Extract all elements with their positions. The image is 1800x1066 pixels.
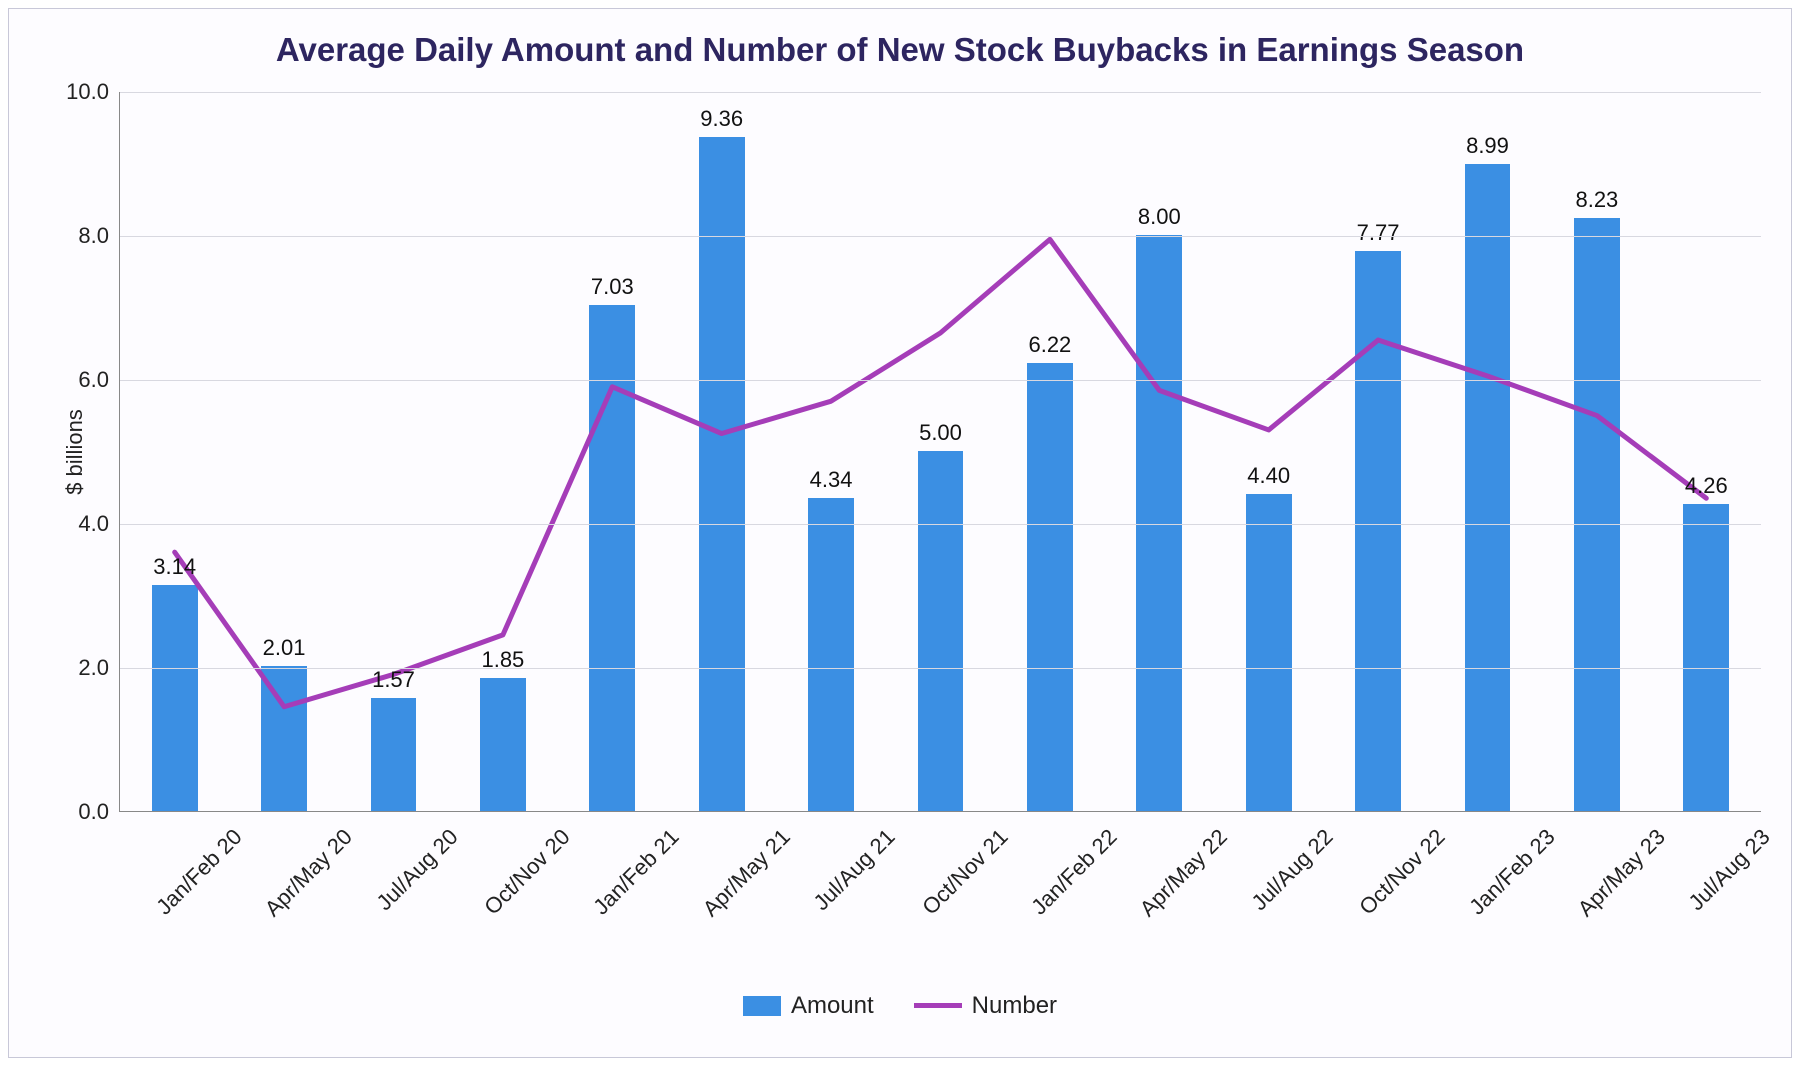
bar-value-label: 8.23 [1575, 187, 1618, 213]
y-tick-label: 2.0 [78, 655, 109, 681]
gridline [120, 236, 1761, 237]
x-tick-label: Jan/Feb 21 [588, 824, 684, 920]
gridline [120, 380, 1761, 381]
y-tick-label: 8.0 [78, 223, 109, 249]
bar-value-label: 7.03 [591, 274, 634, 300]
legend: Amount Number [39, 992, 1761, 1020]
x-tick-label: Apr/May 21 [697, 824, 795, 922]
x-tick-label: Jul/Aug 23 [1684, 824, 1776, 916]
x-tick-label: Jul/Aug 21 [809, 824, 901, 916]
bar-value-label: 4.40 [1247, 463, 1290, 489]
plot-area: 3.142.011.571.857.039.364.345.006.228.00… [119, 92, 1761, 812]
bar-value-label: 6.22 [1028, 332, 1071, 358]
gridline [120, 524, 1761, 525]
x-tick-label: Jan/Feb 20 [151, 824, 247, 920]
chart-container: Average Daily Amount and Number of New S… [8, 8, 1792, 1058]
x-tick-label: Oct/Nov 21 [917, 824, 1013, 920]
bar-value-label: 8.99 [1466, 133, 1509, 159]
bar-value-label: 4.26 [1685, 473, 1728, 499]
y-tick-label: 0.0 [78, 799, 109, 825]
x-tick-label: Apr/May 20 [260, 824, 358, 922]
gridline [120, 92, 1761, 93]
legend-label: Number [972, 992, 1057, 1020]
y-tick-label: 4.0 [78, 511, 109, 537]
legend-item-number: Number [914, 992, 1057, 1020]
bar-value-label: 2.01 [263, 635, 306, 661]
bar-value-label: 5.00 [919, 420, 962, 446]
x-tick-label: Jul/Aug 20 [371, 824, 463, 916]
legend-swatch-bar-icon [743, 996, 781, 1016]
plot-wrapper: $ billions 0.02.04.06.08.010.0 3.142.011… [39, 92, 1761, 812]
x-tick-label: Jan/Feb 23 [1464, 824, 1560, 920]
bar-value-label: 3.14 [153, 554, 196, 580]
x-tick-label: Jul/Aug 22 [1246, 824, 1338, 916]
bar-value-label: 4.34 [810, 467, 853, 493]
bar-value-label: 1.57 [372, 667, 415, 693]
x-tick-label: Oct/Nov 22 [1354, 824, 1450, 920]
bar-value-label: 9.36 [700, 106, 743, 132]
x-tick-label: Oct/Nov 20 [479, 824, 575, 920]
legend-item-amount: Amount [743, 992, 874, 1020]
gridline [120, 668, 1761, 669]
bar-value-label: 8.00 [1138, 204, 1181, 230]
y-tick-label: 6.0 [78, 367, 109, 393]
y-axis: 0.02.04.06.08.010.0 [39, 92, 119, 812]
chart-title: Average Daily Amount and Number of New S… [39, 29, 1761, 72]
x-tick-label: Jan/Feb 22 [1026, 824, 1122, 920]
bar-labels-layer: 3.142.011.571.857.039.364.345.006.228.00… [120, 92, 1761, 811]
bar-value-label: 7.77 [1357, 220, 1400, 246]
x-tick-label: Apr/May 23 [1573, 824, 1671, 922]
x-tick-label: Apr/May 22 [1135, 824, 1233, 922]
legend-label: Amount [791, 992, 874, 1020]
legend-swatch-line-icon [914, 1003, 962, 1008]
y-tick-label: 10.0 [66, 79, 109, 105]
x-axis-labels: Jan/Feb 20Apr/May 20Jul/Aug 20Oct/Nov 20… [119, 812, 1761, 982]
